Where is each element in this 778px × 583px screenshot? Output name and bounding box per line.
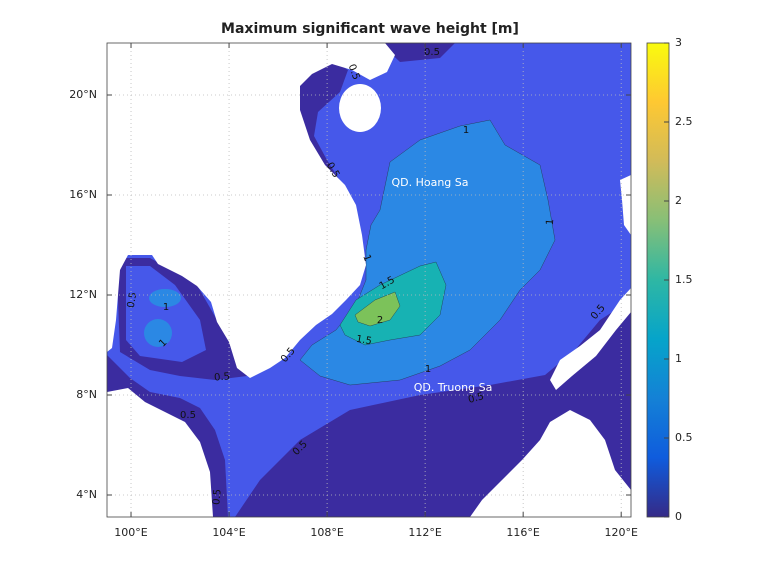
- title: Maximum significant wave height [m]: [221, 21, 519, 37]
- y-tick-label: 12°N: [69, 288, 97, 301]
- level-0-0.5: [298, 60, 356, 208]
- x-tick-label: 100°E: [114, 526, 147, 539]
- contour-label: 1: [360, 253, 373, 263]
- place-label: QD. Truong Sa: [414, 381, 493, 394]
- land: [550, 288, 631, 390]
- x-tick-label: 116°E: [506, 526, 539, 539]
- contour-label: 1: [425, 364, 431, 375]
- y-tick-label: 4°N: [76, 488, 97, 501]
- wave-field: [107, 43, 631, 517]
- place-label: QD. Hoang Sa: [391, 176, 468, 189]
- contour-label: 0.5: [126, 291, 140, 309]
- y-tick-label: 20°N: [69, 88, 97, 101]
- colorbar-tick-label: 2: [675, 194, 682, 207]
- level-2-2.5: [354, 291, 401, 327]
- colorbar-tick-label: 1.5: [675, 273, 693, 286]
- x-tick-label: 112°E: [408, 526, 441, 539]
- contour-label: 1: [163, 302, 169, 313]
- contour-label: 0.5: [180, 410, 196, 421]
- contour-label: 1.5: [355, 334, 373, 348]
- axes-frame: [106, 42, 632, 518]
- level-1-1.5: [144, 319, 172, 347]
- contour-label: 0.5: [214, 371, 231, 383]
- colorbar-tick-label: 0.5: [675, 431, 693, 444]
- y-tick-label: 8°N: [76, 388, 97, 401]
- x-tick-label: 104°E: [212, 526, 245, 539]
- y-tick-label: 16°N: [69, 188, 97, 201]
- colorbar-tick-label: 2.5: [675, 115, 693, 128]
- level-1-1.5: [149, 289, 181, 307]
- land: [107, 388, 213, 517]
- land: [470, 410, 631, 517]
- contour-label: 1: [545, 218, 557, 225]
- level-0-0.5: [380, 43, 455, 62]
- x-tick-label: 108°E: [310, 526, 343, 539]
- contour-label: 1: [463, 125, 469, 136]
- contour-label: 0.5: [211, 489, 223, 506]
- x-tick-label: 120°E: [604, 526, 637, 539]
- contour-label: 2: [377, 315, 383, 326]
- colorbar-tick-label: 1: [675, 352, 682, 365]
- colorbar-tick-label: 0: [675, 510, 682, 523]
- contour-label: 0.5: [346, 63, 362, 82]
- colorbar-tick-label: 3: [675, 36, 682, 49]
- contour-label: 0.5: [424, 47, 440, 58]
- land: [620, 175, 631, 235]
- land: [339, 84, 381, 132]
- land: [107, 43, 395, 378]
